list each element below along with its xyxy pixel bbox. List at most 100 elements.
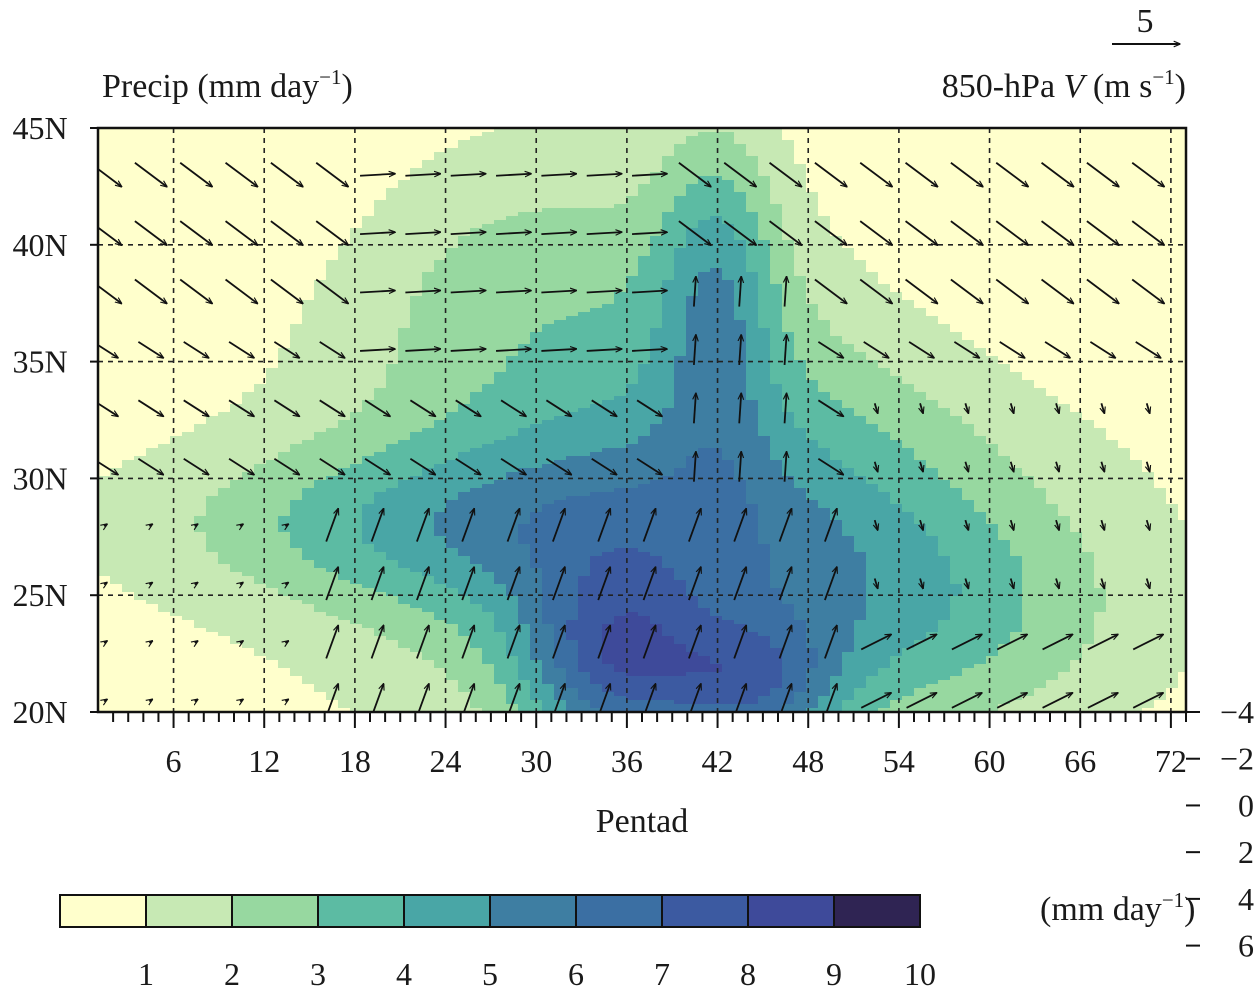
heatmap-cell <box>146 356 159 361</box>
heatmap-cell <box>410 508 423 513</box>
heatmap-cell <box>470 176 483 181</box>
heatmap-cell <box>206 508 219 513</box>
heatmap-cell <box>110 216 123 221</box>
heatmap-cell <box>290 516 303 521</box>
heatmap-cell <box>158 316 171 321</box>
heatmap-cell <box>146 516 159 521</box>
heatmap-cell <box>194 216 207 221</box>
heatmap-cell <box>482 208 495 213</box>
heatmap-cell <box>482 568 495 573</box>
heatmap-cell <box>482 508 495 513</box>
heatmap-cell <box>170 484 183 489</box>
heatmap-cell <box>146 584 159 589</box>
heatmap-cell <box>290 680 303 685</box>
heatmap-cell <box>182 468 195 473</box>
heatmap-cell <box>218 132 231 137</box>
heatmap-cell <box>230 608 243 613</box>
heatmap-cell <box>98 632 111 637</box>
heatmap-cell <box>122 648 135 653</box>
heatmap-cell <box>494 384 507 389</box>
heatmap-cell <box>374 244 387 249</box>
heatmap-cell <box>446 692 459 697</box>
heatmap-cell <box>278 484 291 489</box>
heatmap-cell <box>422 368 435 373</box>
heatmap-cell <box>134 272 147 277</box>
heatmap-cell <box>290 208 303 213</box>
heatmap-cell <box>218 412 231 417</box>
heatmap-cell <box>362 464 375 469</box>
heatmap-cell <box>146 420 159 425</box>
heatmap-cell <box>254 248 267 253</box>
heatmap-cell <box>410 484 423 489</box>
heatmap-cell <box>386 508 399 513</box>
heatmap-cell <box>146 664 159 669</box>
heatmap-cell <box>206 528 219 533</box>
heatmap-cell <box>350 464 363 469</box>
heatmap-cell <box>206 628 219 633</box>
heatmap-cell <box>446 288 459 293</box>
heatmap-cell <box>434 692 447 697</box>
heatmap-cell <box>170 464 183 469</box>
heatmap-cell <box>98 232 111 237</box>
heatmap-cell <box>218 324 231 329</box>
heatmap-cell <box>254 512 267 517</box>
heatmap-cell <box>338 464 351 469</box>
heatmap-cell <box>254 408 267 413</box>
heatmap-cell <box>398 640 411 645</box>
heatmap-cell <box>146 468 159 473</box>
heatmap-cell <box>350 668 363 673</box>
heatmap-cell <box>206 540 219 545</box>
heatmap-cell <box>326 656 339 661</box>
heatmap-cell <box>446 464 459 469</box>
heatmap-cell <box>338 476 351 481</box>
heatmap-cell <box>446 396 459 401</box>
heatmap-cell <box>254 348 267 353</box>
heatmap-cell <box>422 212 435 217</box>
heatmap-cell <box>494 572 507 577</box>
heatmap-cell <box>398 688 411 693</box>
heatmap-cell <box>410 572 423 577</box>
heatmap-cell <box>362 272 375 277</box>
heatmap-cell <box>482 408 495 413</box>
heatmap-cell <box>482 132 495 137</box>
heatmap-cell <box>350 348 363 353</box>
heatmap-cell <box>434 180 447 185</box>
heatmap-cell <box>446 392 459 397</box>
heatmap-cell <box>182 632 195 637</box>
heatmap-cell <box>410 512 423 517</box>
heatmap-cell <box>422 580 435 585</box>
heatmap-cell <box>170 216 183 221</box>
heatmap-cell <box>218 612 231 617</box>
heatmap-cell <box>194 300 207 305</box>
heatmap-cell <box>494 336 507 341</box>
heatmap-cell <box>350 232 363 237</box>
heatmap-cell <box>338 336 351 341</box>
heatmap-cell <box>278 268 291 273</box>
heatmap-cell <box>470 648 483 653</box>
heatmap-cell <box>350 700 363 705</box>
heatmap-cell <box>182 248 195 253</box>
heatmap-cell <box>494 352 507 357</box>
heatmap-cell <box>458 380 471 385</box>
heatmap-cell <box>446 264 459 269</box>
heatmap-cell <box>98 368 111 373</box>
heatmap-cell <box>302 272 315 277</box>
heatmap-cell <box>326 144 339 149</box>
heatmap-cell <box>134 624 147 629</box>
heatmap-cell <box>434 424 447 429</box>
heatmap-cell <box>350 488 363 493</box>
heatmap-cell <box>290 156 303 161</box>
heatmap-cell <box>98 708 111 712</box>
heatmap-cell <box>482 608 495 613</box>
heatmap-cell <box>446 212 459 217</box>
heatmap-cell <box>470 304 483 309</box>
heatmap-cell <box>314 264 327 269</box>
heatmap-cell <box>410 444 423 449</box>
heatmap-cell <box>266 540 279 545</box>
heatmap-cell <box>194 332 207 337</box>
heatmap-cell <box>122 576 135 581</box>
heatmap-cell <box>302 456 315 461</box>
heatmap-cell <box>386 432 399 437</box>
heatmap-cell <box>422 268 435 273</box>
heatmap-cell <box>482 664 495 669</box>
